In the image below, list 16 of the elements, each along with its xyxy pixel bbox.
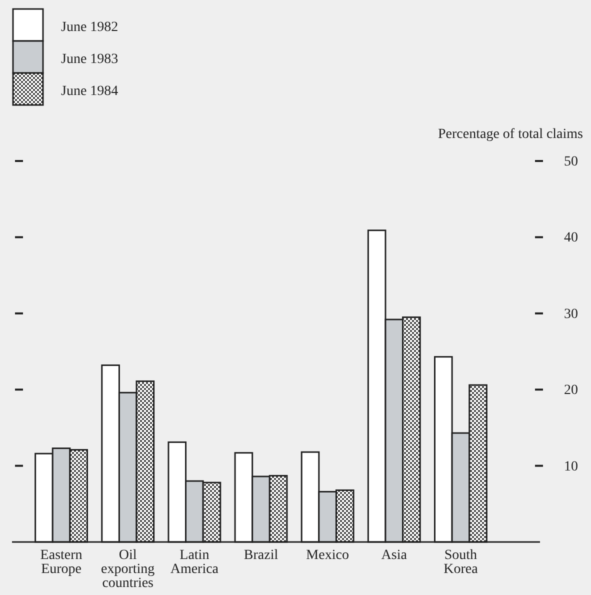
x-tick-label: South Korea — [444, 548, 479, 577]
x-tick-label: Mexico — [306, 548, 349, 563]
legend-label: June 1982 — [61, 20, 118, 35]
x-tick-label: Oil exporting countries — [101, 548, 155, 591]
y-tick-label: 10 — [564, 459, 578, 474]
x-tick-label: Eastern Europe — [40, 548, 82, 577]
x-tick-label: Asia — [381, 548, 408, 563]
y-tick-label: 20 — [564, 383, 578, 398]
legend-label: June 1984 — [61, 84, 118, 99]
x-tick-label: Latin America — [170, 548, 220, 577]
y-tick-label: 50 — [564, 154, 578, 170]
y-tick-label: 30 — [564, 306, 578, 322]
y-axis-title: Percentage of total claims — [438, 127, 583, 142]
y-tick-label: 40 — [564, 230, 578, 246]
legend-label: June 1983 — [61, 52, 118, 67]
x-tick-label: Brazil — [244, 548, 278, 563]
